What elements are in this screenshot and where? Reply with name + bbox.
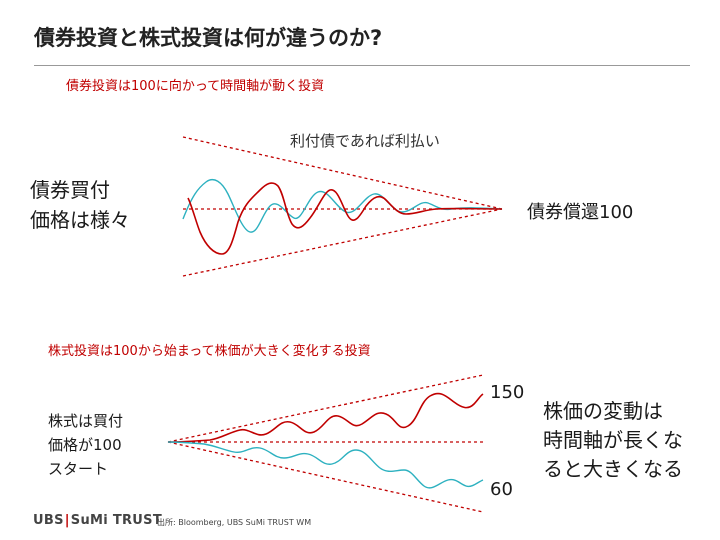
- stock-note-line1: 株価の変動は: [543, 399, 663, 423]
- bond-buy-label-line2: 価格は様々: [30, 208, 130, 232]
- stock-note-line2: 時間軸が長くな: [543, 428, 683, 452]
- stock-start-line1: 株式は買付: [48, 412, 124, 430]
- page-title: 債券投資と株式投資は何が違うのか?: [34, 26, 383, 50]
- logo-sumi-trust: SuMi TRUST: [70, 513, 162, 528]
- bond-path-red: [187, 182, 503, 255]
- coupon-note: 利付債であれば利払い: [290, 132, 440, 150]
- stock-upper-value: 150: [490, 382, 525, 403]
- source-note: 出所: Bloomberg, UBS SuMi TRUST WM: [157, 518, 312, 527]
- title-divider: [34, 65, 690, 66]
- stock-funnel: [167, 374, 484, 513]
- stock-start-line2: 価格が100: [48, 436, 122, 454]
- logo-divider: |: [64, 513, 70, 528]
- stock-upper-boundary: [167, 374, 484, 443]
- bond-upper-boundary: [182, 136, 503, 210]
- bond-lower-boundary: [182, 208, 503, 277]
- bond-redemption-label: 債券償還100: [527, 202, 634, 223]
- stock-path-red: [167, 392, 484, 443]
- stock-path-teal: [167, 441, 484, 489]
- bond-section-heading: 債券投資は100に向かって時間軸が動く投資: [66, 79, 325, 94]
- stock-lower-value: 60: [490, 479, 513, 500]
- stock-section-heading: 株式投資は100から始まって株価が大きく変化する投資: [48, 344, 371, 359]
- bond-path-teal: [182, 178, 503, 233]
- ubs-sumi-trust-logo: UBS|SuMi TRUST: [33, 513, 162, 528]
- bond-funnel: [182, 136, 503, 277]
- stock-lower-boundary: [167, 441, 484, 513]
- stock-start-line3: スタート: [48, 460, 109, 478]
- stock-note-line3: ると大きくなる: [543, 457, 683, 481]
- bond-buy-label-line1: 債券買付: [30, 178, 110, 202]
- logo-ubs: UBS: [33, 513, 64, 528]
